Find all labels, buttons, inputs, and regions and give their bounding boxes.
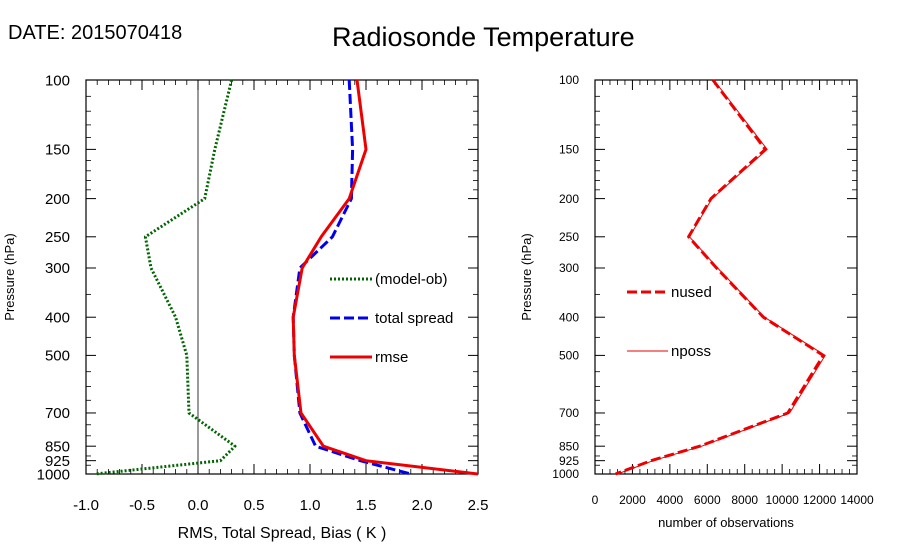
x-tick-label: 2000 <box>619 493 646 507</box>
y-tick-label: 150 <box>45 142 70 159</box>
y-tick-label: 300 <box>559 261 579 275</box>
x-tick-label: 10000 <box>765 493 799 507</box>
y-tick-label: 500 <box>45 348 70 365</box>
y-tick-label: 100 <box>559 73 579 87</box>
x-axis-label: number of observations <box>658 515 794 530</box>
y-tick-label: 1000 <box>37 466 70 483</box>
y-tick-label: 925 <box>45 453 70 470</box>
series-line-nused <box>615 79 825 476</box>
legend-label-model-ob: (model-ob) <box>375 271 448 288</box>
legend-label-total-spread: total spread <box>375 310 453 327</box>
legend-label-nposs: nposs <box>671 343 711 360</box>
x-tick-label: 12000 <box>803 493 837 507</box>
x-tick-label: -0.5 <box>129 497 155 514</box>
y-tick-label: 925 <box>559 454 579 468</box>
series-line-rmse <box>291 79 478 476</box>
x-tick-label: 0 <box>592 493 599 507</box>
x-axis-label: RMS, Total Spread, Bias ( K ) <box>178 525 387 542</box>
x-tick-label: 2.5 <box>468 497 489 514</box>
x-tick-label: 0.5 <box>244 497 265 514</box>
chart-title: Radiosonde Temperature <box>332 22 635 52</box>
y-tick-label: 150 <box>559 143 579 157</box>
series-line-nposs <box>617 79 826 475</box>
y-tick-label: 300 <box>45 260 70 277</box>
x-tick-label: 1.0 <box>300 497 321 514</box>
x-tick-label: 14000 <box>840 493 874 507</box>
y-tick-label: 500 <box>559 349 579 363</box>
y-tick-label: 250 <box>559 230 579 244</box>
x-tick-label: 6000 <box>694 493 721 507</box>
x-tick-label: -1.0 <box>73 497 99 514</box>
x-tick-label: 1.5 <box>356 497 377 514</box>
date-label: DATE: 2015070418 <box>8 22 183 44</box>
y-tick-label: 400 <box>45 309 70 326</box>
plot-frame <box>85 79 479 475</box>
y-tick-label: 700 <box>559 406 579 420</box>
y-tick-label: 200 <box>559 192 579 206</box>
y-tick-label: 400 <box>559 310 579 324</box>
y-tick-label: 850 <box>45 438 70 455</box>
series-line-model-ob <box>94 79 237 476</box>
x-tick-label: 8000 <box>731 493 758 507</box>
x-tick-label: 0.0 <box>188 497 209 514</box>
y-axis-label: Pressure (hPa) <box>519 233 534 320</box>
plot-frame <box>594 79 858 475</box>
legend-label-rmse: rmse <box>375 349 408 366</box>
y-tick-label: 200 <box>45 191 70 208</box>
y-tick-label: 1000 <box>552 467 579 481</box>
x-tick-label: 2.0 <box>412 497 433 514</box>
x-tick-label: 4000 <box>657 493 684 507</box>
y-tick-label: 850 <box>559 439 579 453</box>
y-axis-label: Pressure (hPa) <box>2 233 17 320</box>
y-tick-label: 100 <box>45 72 70 89</box>
y-tick-label: 250 <box>45 229 70 246</box>
legend-label-nused: nused <box>671 284 712 301</box>
y-tick-label: 700 <box>45 405 70 422</box>
